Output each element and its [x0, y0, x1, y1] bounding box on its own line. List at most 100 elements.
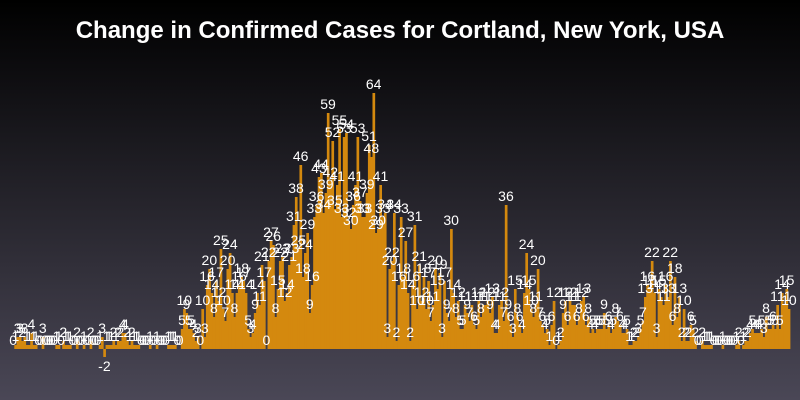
bar-value-label: 4 — [755, 316, 763, 332]
bar-value-label: 1 — [153, 328, 161, 344]
bar-value-label: 17 — [236, 264, 252, 280]
bar-value-label: 5 — [758, 312, 766, 328]
bar-value-label: 6 — [582, 308, 590, 324]
bar — [536, 269, 540, 349]
bar-value-label: 0 — [41, 332, 49, 348]
bar — [550, 325, 554, 349]
bar — [548, 345, 551, 349]
bar-value-label: 1 — [30, 328, 38, 344]
bar — [155, 345, 159, 349]
bar — [274, 317, 278, 349]
bar — [628, 345, 631, 349]
bar — [764, 317, 768, 349]
bar-value-label: 53 — [350, 120, 366, 136]
bar — [418, 265, 421, 349]
bar-value-label: 3 — [438, 320, 446, 336]
bar-value-label: 4 — [27, 316, 35, 332]
bar-value-label: 22 — [384, 244, 400, 260]
bar — [655, 337, 659, 349]
bar-value-label: 39 — [318, 176, 334, 192]
bar-value-label: 8 — [272, 300, 280, 316]
bar-value-label: 16 — [231, 268, 247, 284]
bar-value-label: 33 — [334, 200, 350, 216]
bar — [577, 317, 581, 349]
bar — [413, 225, 417, 349]
bar — [527, 289, 531, 349]
bar-value-label: 6 — [539, 308, 547, 324]
bars-group — [14, 93, 791, 357]
bar — [438, 273, 442, 349]
bar — [320, 173, 323, 349]
bar-value-label: 8 — [210, 300, 218, 316]
bar-value-label: 12 — [414, 284, 430, 300]
bar — [687, 341, 691, 349]
bar-value-label: 1 — [146, 328, 154, 344]
bar — [657, 289, 661, 349]
bar-value-label: 8 — [575, 300, 583, 316]
bar-value-label: 0 — [85, 332, 93, 348]
bar-value-label: 1 — [107, 328, 115, 344]
bar — [566, 325, 570, 349]
bar — [123, 333, 127, 349]
bar — [294, 197, 298, 349]
bar — [299, 165, 303, 349]
bar-value-label: 37 — [352, 184, 368, 200]
bar — [244, 293, 248, 349]
bar-value-label: 7 — [639, 304, 647, 320]
bar — [404, 241, 408, 349]
bar-value-label: 26 — [265, 228, 281, 244]
bar-value-label: 17 — [256, 264, 272, 280]
bar — [75, 341, 79, 349]
bar-value-label: 0 — [176, 332, 184, 348]
bar — [247, 329, 250, 349]
bar-value-label: 6 — [687, 308, 695, 324]
bar-value-label: 24 — [519, 236, 535, 252]
bar-value-label: 1 — [64, 328, 72, 344]
bar — [107, 345, 111, 349]
bar — [607, 325, 611, 349]
bar — [349, 229, 353, 349]
bar-value-label: 9 — [463, 296, 471, 312]
bar — [308, 313, 312, 349]
bar — [452, 293, 456, 349]
bar — [135, 345, 138, 349]
bar — [183, 309, 186, 349]
bar-value-label: 12 — [573, 284, 589, 300]
bar-value-label: 4 — [746, 316, 754, 332]
bar-value-label: 12 — [562, 284, 578, 300]
bar-value-label: 4 — [121, 316, 129, 332]
bar-value-label: 11 — [565, 288, 580, 304]
bar — [735, 345, 738, 349]
bar — [507, 313, 510, 349]
bar-value-label: 0 — [50, 332, 58, 348]
bar-value-label: 2 — [685, 324, 693, 340]
bar-value-label: 17 — [437, 264, 453, 280]
bar — [260, 265, 264, 349]
bar — [580, 301, 583, 349]
bar — [126, 341, 129, 349]
bar-value-label: 0 — [142, 332, 150, 348]
bar — [386, 337, 389, 349]
bar — [424, 309, 428, 349]
bar-value-label: 33 — [357, 200, 373, 216]
bar — [497, 305, 501, 349]
bar — [82, 345, 86, 349]
bar — [596, 329, 599, 349]
bar — [221, 309, 225, 349]
bar-value-label: 2 — [116, 324, 124, 340]
bar-value-label: 13 — [576, 280, 592, 296]
bar-value-label: 4 — [493, 316, 501, 332]
bar-value-label: 3 — [760, 320, 768, 336]
bar — [484, 305, 487, 349]
bar — [520, 333, 524, 349]
bar — [258, 305, 262, 349]
bar-value-label: 4 — [491, 316, 499, 332]
bar-value-label: 12 — [480, 284, 496, 300]
bar — [582, 297, 586, 349]
bar-value-label: 11 — [492, 288, 507, 304]
bar-value-label: 22 — [261, 244, 277, 260]
bar — [589, 333, 592, 349]
bar-value-label: 18 — [234, 260, 250, 276]
bar-value-label: 2 — [557, 324, 565, 340]
bar-value-label: 27 — [263, 224, 279, 240]
